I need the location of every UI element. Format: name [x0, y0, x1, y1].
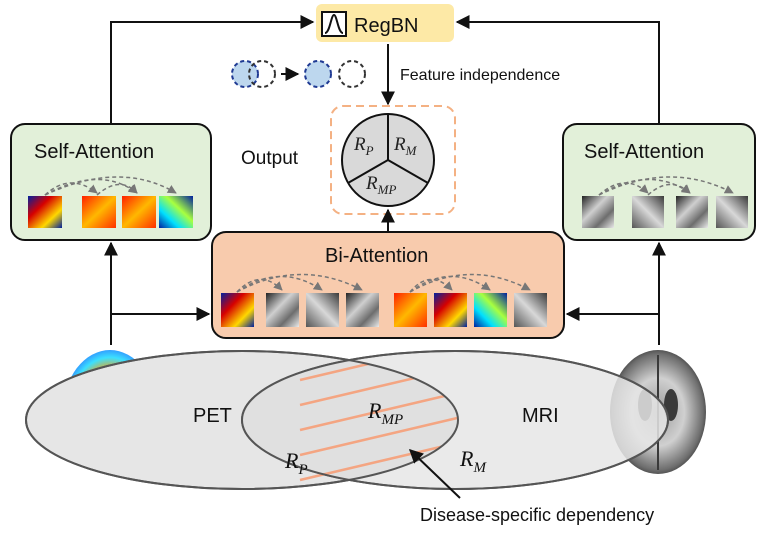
- venn-rm: RM: [459, 446, 487, 476]
- bi-attention-module: Bi-Attention: [211, 231, 565, 339]
- disease-specific-arrow: [408, 449, 461, 499]
- disease-specific-label: Disease-specific dependency: [420, 505, 654, 525]
- regbn-label: RegBN: [354, 15, 418, 37]
- output-label: Output: [241, 148, 299, 169]
- venn-rmp: RMP: [367, 398, 403, 428]
- venn-rp: RP: [284, 448, 308, 478]
- self-attention-left: Self-Attention: [10, 123, 212, 241]
- pet-label: PET: [193, 405, 232, 427]
- pie-rp: RP: [353, 134, 374, 158]
- feature-independence-label: Feature independence: [400, 67, 560, 84]
- feature-independence-illustration: [231, 60, 366, 88]
- venn-diagram: PET MRI RP RM RMP: [25, 350, 669, 490]
- self-attention-right: Self-Attention: [562, 123, 756, 241]
- pie-rm: RM: [393, 134, 418, 158]
- mri-label: MRI: [522, 405, 559, 427]
- regbn-module: RegBN: [316, 4, 454, 42]
- self-attention-right-title: Self-Attention: [584, 141, 704, 163]
- bi-attention-title: Bi-Attention: [325, 245, 428, 267]
- output-module: RP RM RMP: [330, 105, 456, 215]
- bell-curve-icon: [321, 11, 347, 37]
- self-attention-left-title: Self-Attention: [34, 141, 154, 163]
- pie-rmp: RMP: [365, 173, 396, 197]
- connections: [104, 15, 666, 345]
